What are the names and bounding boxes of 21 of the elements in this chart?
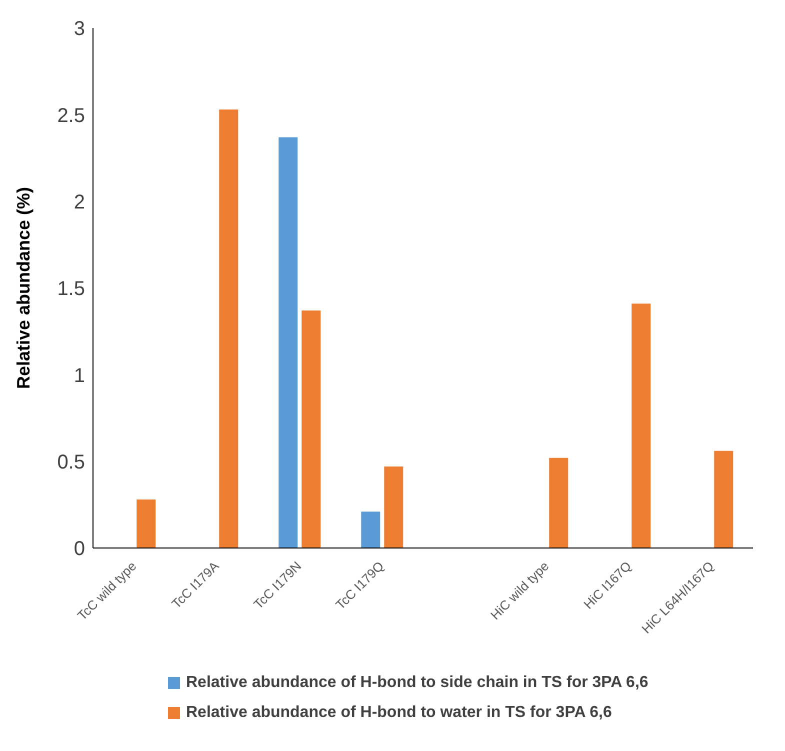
y-tick-label: 1 <box>74 364 85 387</box>
x-tick-label: HiC wild type <box>487 558 552 623</box>
legend-label: Relative abundance of H-bond to water in TS for 3PA 6,6 <box>186 703 612 723</box>
legend-label: Relative abundance of H-bond to side chain in TS for 3PA 6,6 <box>186 673 648 693</box>
bar <box>136 499 156 548</box>
bar <box>549 458 568 548</box>
bar <box>219 109 238 548</box>
bar <box>278 137 298 548</box>
x-tick-label: TcC wild type <box>74 558 140 624</box>
y-tick-label: 3 <box>74 18 85 40</box>
y-tick-label: 0.5 <box>57 451 85 474</box>
y-axis-title: Relative abundance (%) <box>13 186 34 390</box>
bar <box>384 466 404 548</box>
bar <box>632 304 651 548</box>
bar <box>302 310 321 548</box>
bar <box>361 512 380 548</box>
bar <box>714 450 734 548</box>
y-tick-label: 2 <box>74 191 85 214</box>
y-tick-label: 2.5 <box>57 104 85 127</box>
y-tick-label: 0 <box>74 538 85 560</box>
y-tick-label: 1.5 <box>57 278 85 300</box>
